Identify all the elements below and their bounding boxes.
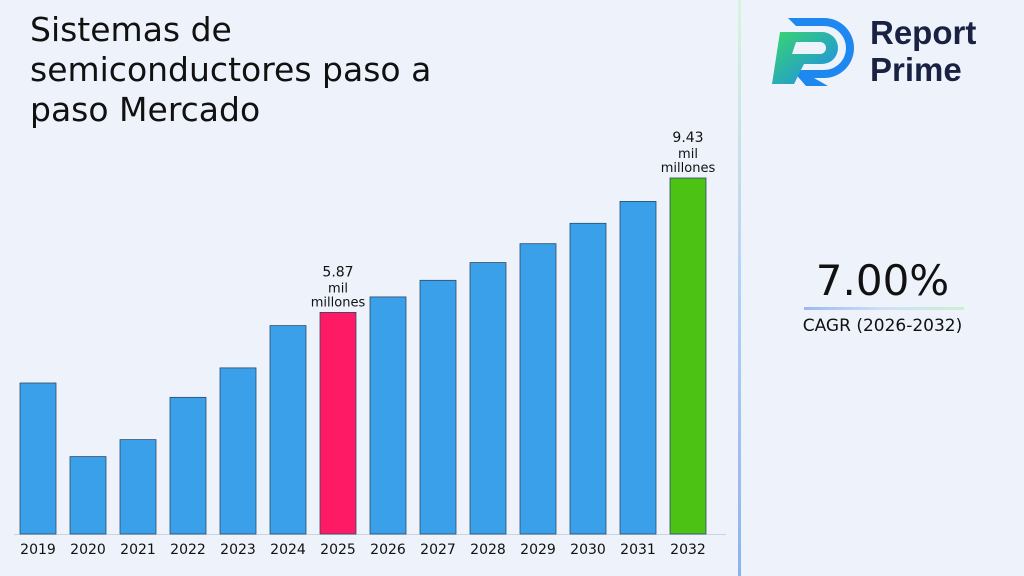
bar-chart: 2019 2020 2021 2022 2023 2024 2025 2026 2027 2028… — [14, 130, 726, 558]
brand-line-2: Prime — [870, 51, 962, 88]
panel-divider — [738, 0, 741, 576]
x-tick-label-2019: 2019 — [20, 542, 56, 558]
x-tick-label-2024: 2024 — [270, 542, 306, 558]
bar-2022 — [169, 396, 207, 535]
data-label-2025-line-3: millones — [311, 295, 366, 310]
report-prime-logo-icon — [772, 18, 854, 86]
data-label-2032-line-3: millones — [661, 161, 716, 176]
cagr-value: 7.00% — [815, 256, 950, 305]
brand-name: Report Prime — [870, 14, 976, 88]
x-tick-label-2026: 2026 — [370, 542, 406, 558]
bar-2024 — [269, 325, 307, 535]
x-tick-label-2027: 2027 — [420, 542, 456, 558]
bar-2025 — [319, 311, 357, 535]
bar-2028 — [469, 262, 507, 535]
bar-2021 — [119, 439, 157, 535]
cagr-label: CAGR (2026-2032) — [802, 316, 963, 336]
x-tick-label-2021: 2021 — [120, 542, 156, 558]
x-tick-label-2025: 2025 — [320, 542, 356, 558]
cagr-underline — [804, 307, 964, 310]
x-tick-label-2023: 2023 — [220, 542, 256, 558]
brand-line-1: Report — [870, 14, 977, 51]
bar-2029 — [519, 243, 557, 535]
bar-2026 — [369, 296, 407, 535]
x-tick-label-2022: 2022 — [170, 542, 206, 558]
data-label-2032-line-2: mil — [678, 147, 698, 162]
x-tick-label-2029: 2029 — [520, 542, 556, 558]
bar-2020 — [69, 456, 107, 535]
x-tick-label-2020: 2020 — [70, 542, 106, 558]
bar-2023 — [219, 367, 257, 535]
bar-2032 — [669, 177, 707, 535]
chart-title: Sistemas de semiconductores paso a paso … — [30, 10, 432, 129]
data-label-2025-line-2: mil — [328, 281, 348, 296]
x-tick-label-2030: 2030 — [570, 542, 606, 558]
data-label-2032-line-1: 9.43 — [672, 130, 703, 146]
x-tick-label-2032: 2032 — [670, 542, 706, 558]
bar-2031 — [619, 201, 657, 535]
x-tick-label-2031: 2031 — [620, 542, 656, 558]
summary-panel — [741, 0, 1024, 576]
x-tick-label-2028: 2028 — [470, 542, 506, 558]
report-prime-logo: Report Prime — [766, 14, 1006, 90]
bar-2019 — [19, 382, 57, 535]
bar-2027 — [419, 279, 457, 535]
data-label-2025-line-1: 5.87 — [322, 264, 353, 280]
bar-2030 — [569, 222, 607, 535]
